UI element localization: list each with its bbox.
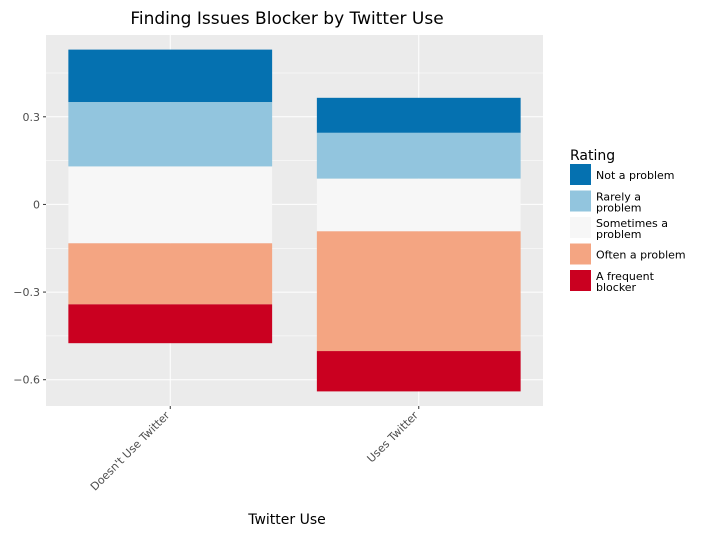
- legend-label: Often a problem: [596, 249, 686, 262]
- legend-swatch: [570, 217, 591, 238]
- bar-segment: [316, 97, 521, 133]
- legend-label: Rarely a problem: [596, 191, 642, 215]
- legend-swatch: [570, 164, 591, 185]
- legend-label: A frequent blocker: [596, 270, 655, 294]
- chart-title: Finding Issues Blocker by Twitter Use: [130, 9, 443, 29]
- legend-label: Not a problem: [596, 169, 675, 182]
- y-axis: 0.3 0 −0.3 −0.6: [13, 111, 46, 387]
- legend-swatch: [570, 270, 591, 291]
- x-tick-label: Uses Twitter: [365, 409, 422, 466]
- legend-label: Sometimes a problem: [596, 217, 668, 241]
- y-tick-label: −0.6: [13, 374, 40, 387]
- bar-segment: [68, 166, 273, 244]
- y-tick-label: 0.3: [23, 111, 41, 124]
- bar-segment: [68, 102, 273, 167]
- x-tick-label: Doesn't Use Twitter: [88, 409, 173, 494]
- x-axis: Doesn't Use Twitter Uses Twitter: [88, 406, 421, 493]
- y-tick-label: −0.3: [13, 286, 40, 299]
- legend-swatch: [570, 243, 591, 265]
- x-axis-title: Twitter Use: [247, 512, 326, 528]
- bar-segment: [316, 351, 521, 392]
- legend-title: Rating: [570, 148, 615, 164]
- bars: [68, 49, 521, 392]
- y-tick-label: 0: [33, 198, 40, 211]
- bar-segment: [316, 231, 521, 352]
- legend: Rating Not a problem Rarely a problemSomet…: [570, 148, 686, 294]
- bar-segment: [68, 304, 273, 344]
- bar-segment: [68, 243, 273, 305]
- bar-segment: [68, 49, 273, 103]
- bar-segment: [316, 132, 521, 179]
- bar-segment: [316, 178, 521, 232]
- legend-swatch: [570, 190, 591, 212]
